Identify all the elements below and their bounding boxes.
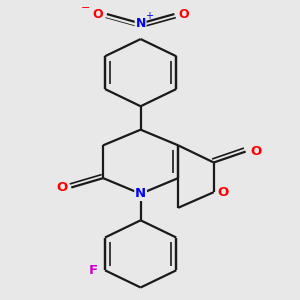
Text: O: O — [178, 8, 189, 21]
Text: F: F — [89, 264, 98, 277]
Text: O: O — [56, 181, 68, 194]
Text: O: O — [250, 145, 262, 158]
Text: O: O — [92, 8, 103, 21]
Text: N: N — [135, 187, 146, 200]
Text: N: N — [135, 17, 146, 30]
Text: +: + — [145, 11, 153, 21]
Text: O: O — [218, 186, 229, 199]
Text: −: − — [80, 3, 90, 14]
